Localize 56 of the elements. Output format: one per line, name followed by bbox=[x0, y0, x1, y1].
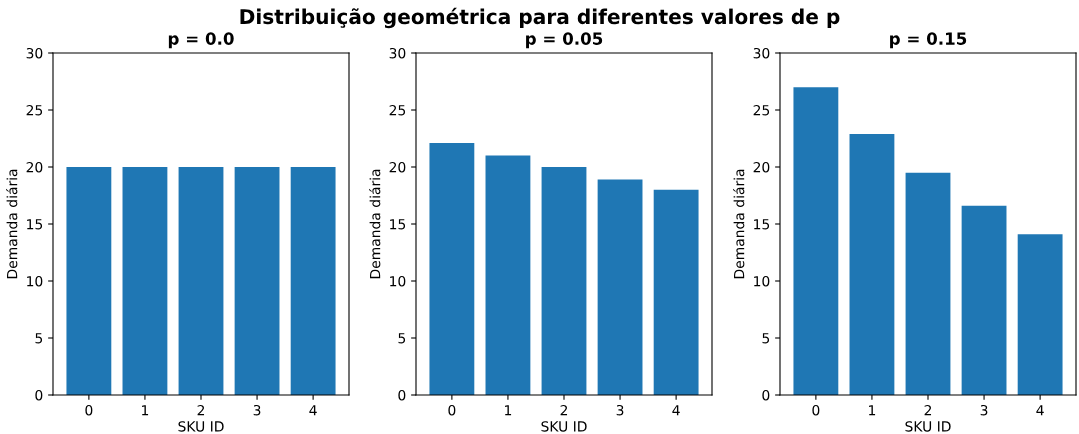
y-tick-label: 20 bbox=[26, 161, 43, 173]
x-tick-label: 2 bbox=[924, 404, 932, 416]
y-tick-label: 25 bbox=[389, 104, 406, 116]
chart-title: p = 0.15 bbox=[890, 32, 967, 49]
x-axis-title: SKU ID bbox=[178, 421, 224, 432]
text: Distribuição geométrica para diferentes valores de p bbox=[240, 7, 840, 29]
x-tick-label: 0 bbox=[85, 404, 93, 416]
y-tick-label: 15 bbox=[390, 219, 406, 230]
x-tick-label: 3 bbox=[253, 404, 261, 416]
x-tick-label: 1 bbox=[142, 405, 149, 416]
y-tick-label: 10 bbox=[754, 275, 770, 287]
y-tick-label: 30 bbox=[753, 47, 770, 59]
bar bbox=[429, 143, 475, 395]
x-tick-label: 4 bbox=[1036, 405, 1044, 416]
x-tick-label: 0 bbox=[448, 404, 456, 416]
x-axis-title: SKU ID bbox=[541, 421, 587, 432]
bar bbox=[653, 189, 699, 395]
x-tick-label: 1 bbox=[505, 405, 512, 416]
y-tick-label: 25 bbox=[753, 104, 770, 116]
y-tick-label: 25 bbox=[26, 104, 43, 116]
y-tick-label: 15 bbox=[754, 219, 770, 230]
bar bbox=[541, 167, 587, 395]
bar bbox=[485, 155, 531, 395]
y-tick-label: 10 bbox=[27, 275, 43, 287]
bar bbox=[849, 133, 895, 395]
bar bbox=[961, 205, 1007, 395]
x-tick-label: 0 bbox=[812, 404, 820, 416]
y-tick-label: 5 bbox=[35, 333, 43, 344]
x-tick-label: 2 bbox=[560, 404, 568, 416]
y-tick-label: 30 bbox=[389, 47, 406, 59]
x-tick-label: 1 bbox=[869, 405, 876, 416]
y-tick-label: 0 bbox=[398, 389, 406, 401]
chart-title: p = 0.0 bbox=[168, 32, 234, 49]
y-tick-label: 30 bbox=[26, 47, 43, 59]
x-tick-label: 3 bbox=[980, 404, 988, 416]
bar bbox=[905, 172, 951, 395]
y-axis-title: Demanda diária bbox=[6, 169, 18, 279]
bar bbox=[793, 87, 839, 395]
x-tick-label: 2 bbox=[197, 404, 205, 416]
x-tick-label: 3 bbox=[616, 404, 624, 416]
y-tick-label: 0 bbox=[762, 389, 770, 401]
y-tick-label: 5 bbox=[762, 333, 770, 344]
bar bbox=[597, 179, 643, 395]
y-tick-label: 15 bbox=[27, 219, 43, 230]
x-tick-label: 4 bbox=[672, 405, 680, 416]
y-tick-label: 10 bbox=[390, 275, 406, 287]
chart-title: p = 0.05 bbox=[526, 32, 603, 49]
y-axis-title: Demanda diária bbox=[369, 169, 381, 279]
y-axis-title: Demanda diária bbox=[733, 169, 745, 279]
y-tick-label: 20 bbox=[389, 161, 406, 173]
bar bbox=[1017, 234, 1063, 395]
y-tick-label: 0 bbox=[35, 389, 43, 401]
y-tick-label: 5 bbox=[398, 333, 406, 344]
x-axis-title: SKU ID bbox=[905, 421, 951, 432]
x-tick-label: 4 bbox=[309, 405, 317, 416]
y-tick-label: 20 bbox=[753, 161, 770, 173]
